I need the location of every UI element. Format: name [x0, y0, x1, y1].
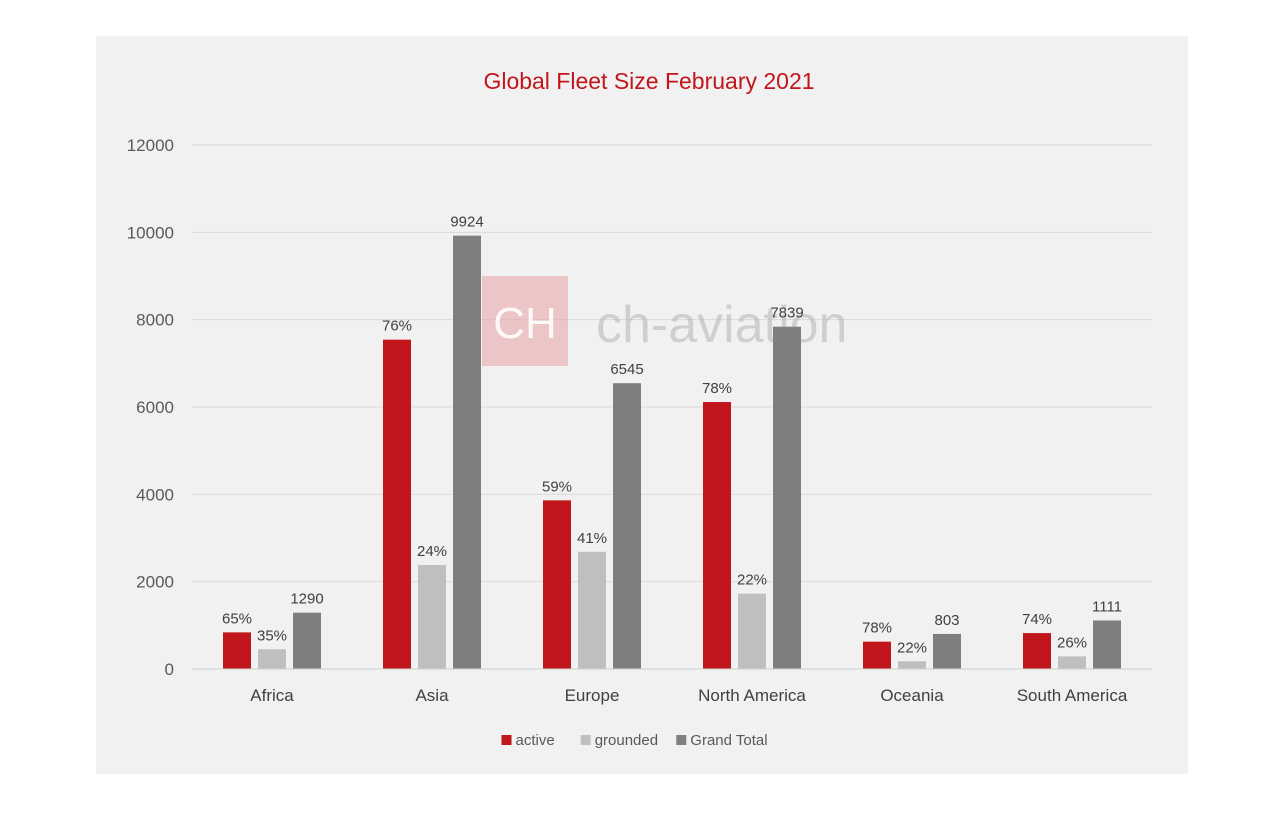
- axes: 0 2000 4000 6000 8000 10000 12000 Africa Asia Eur…: [127, 136, 1152, 705]
- chart-title: Global Fleet Size February 2021: [483, 68, 814, 94]
- bar-grounded: [738, 593, 766, 669]
- bar-active: [703, 402, 731, 669]
- data-label: 9924: [450, 214, 483, 231]
- data-label: 59%: [542, 478, 572, 495]
- bar-grounded: [898, 661, 926, 669]
- bar-grounded: [578, 551, 606, 669]
- bar-active: [863, 641, 891, 669]
- data-label: 78%: [702, 380, 732, 397]
- gridlines: [192, 144, 1152, 670]
- data-label: 76%: [382, 318, 412, 335]
- bar-grand-total: [1093, 620, 1121, 669]
- bar-grounded: [418, 564, 446, 669]
- bar-grand-total: [293, 612, 321, 669]
- bar-grounded: [1058, 656, 1086, 669]
- x-tick-label: North America: [698, 686, 806, 705]
- x-tick-label: Europe: [565, 686, 620, 705]
- data-label: 803: [934, 612, 959, 629]
- data-label: 41%: [577, 530, 607, 547]
- bars: [223, 235, 1121, 670]
- data-label: 1111: [1092, 598, 1122, 615]
- y-tick-label: 10000: [127, 223, 174, 242]
- bar-active: [543, 500, 571, 669]
- data-label: 65%: [222, 610, 252, 627]
- y-tick-label: 0: [165, 660, 174, 679]
- legend-label: Grand Total: [690, 732, 767, 749]
- data-label: 6545: [610, 361, 643, 378]
- bar-grand-total: [453, 235, 481, 670]
- x-tick-label: South America: [1017, 686, 1128, 705]
- x-tick-label: Africa: [250, 686, 294, 705]
- y-tick-label: 12000: [127, 136, 174, 155]
- data-labels: 65% 35% 1290 76% 24% 9924 59% 41% 6545 78% 22% 7839…: [222, 214, 1122, 657]
- legend-label: active: [516, 732, 555, 749]
- bar-grounded: [258, 649, 286, 669]
- legend-swatch-grounded: [580, 735, 591, 745]
- data-label: 24%: [417, 543, 447, 560]
- y-tick-label: 8000: [136, 311, 174, 330]
- bar-active: [223, 632, 251, 669]
- data-label: 7839: [770, 305, 803, 322]
- chart-panel: CH ch-aviation 65% 35% 1290 76% 24% 9924 59% 41…: [96, 36, 1188, 774]
- bar-grand-total: [773, 326, 801, 669]
- bar-grand-total: [933, 633, 961, 669]
- y-tick-label: 6000: [136, 398, 174, 417]
- y-tick-label: 4000: [136, 485, 174, 504]
- bar-active: [383, 339, 411, 669]
- x-tick-label: Asia: [415, 686, 449, 705]
- data-label: 78%: [862, 620, 892, 637]
- y-tick-label: 2000: [136, 573, 174, 592]
- x-tick-label: Oceania: [880, 686, 944, 705]
- watermark-logo-box: [482, 276, 568, 366]
- data-label: 22%: [737, 572, 767, 589]
- legend-swatch-active: [501, 735, 512, 745]
- data-label: 74%: [1022, 611, 1052, 628]
- legend-swatch-grand-total: [676, 735, 687, 745]
- data-label: 22%: [897, 639, 927, 656]
- bar-grand-total: [613, 383, 641, 669]
- data-label: 26%: [1057, 634, 1087, 651]
- watermark-text: ch-aviation: [596, 296, 847, 354]
- data-label: 35%: [257, 627, 287, 644]
- data-label: 1290: [290, 591, 323, 608]
- bar-active: [1023, 633, 1051, 669]
- legend-label: grounded: [595, 732, 658, 749]
- watermark-logo-text: CH: [493, 299, 557, 348]
- bar-chart: CH ch-aviation 65% 35% 1290 76% 24% 9924 59% 41…: [127, 68, 1152, 749]
- legend: active grounded Grand Total: [501, 732, 768, 749]
- watermark: CH ch-aviation: [482, 276, 847, 366]
